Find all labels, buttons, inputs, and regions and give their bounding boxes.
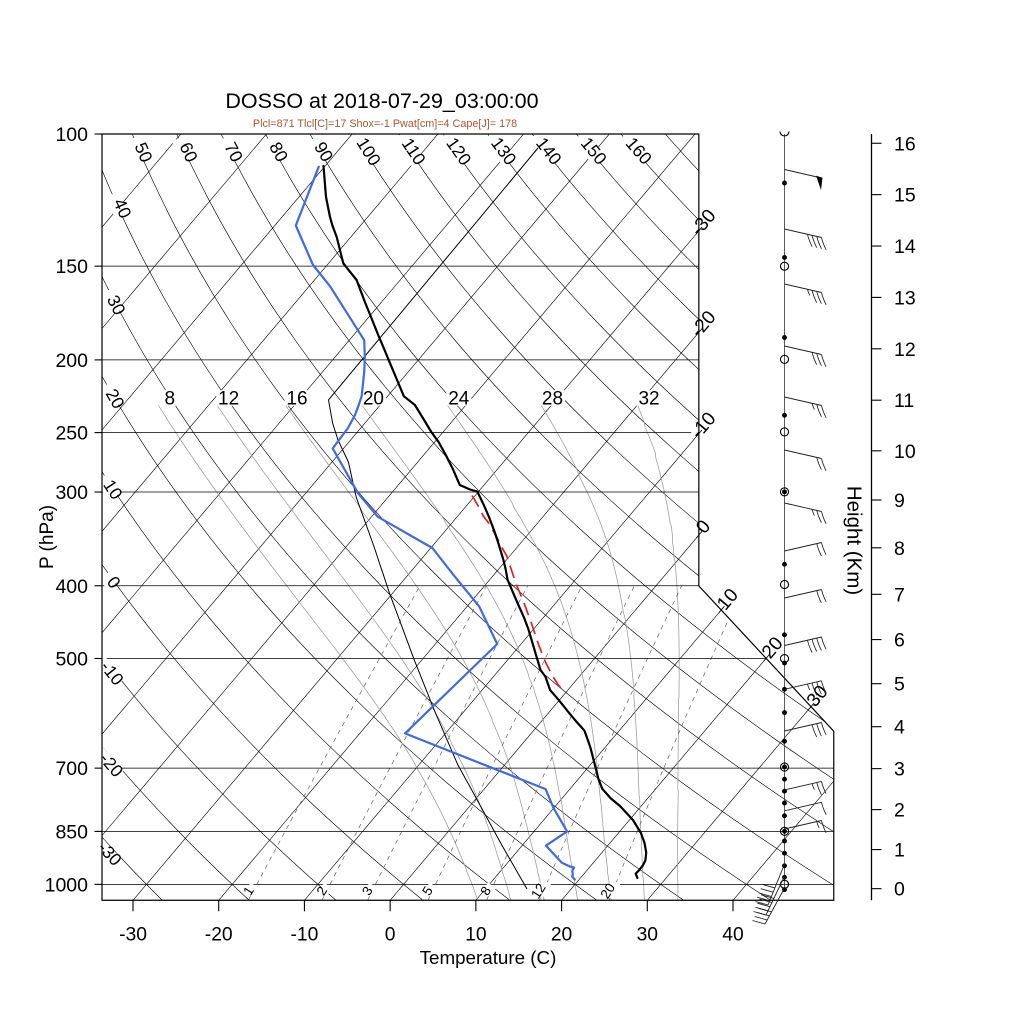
svg-text:DOSSO at 2018-07-29_03:00:00: DOSSO at 2018-07-29_03:00:00 <box>225 89 538 113</box>
svg-text:20: 20 <box>598 881 619 902</box>
svg-text:10: 10 <box>894 441 916 463</box>
svg-text:3: 3 <box>894 759 905 781</box>
svg-text:15: 15 <box>894 185 916 207</box>
svg-text:6: 6 <box>894 630 905 652</box>
svg-text:2: 2 <box>894 800 905 822</box>
svg-text:11: 11 <box>894 390 914 412</box>
svg-text:Plcl=871 Tlcl[C]=17 Shox=-1 Pw: Plcl=871 Tlcl[C]=17 Shox=-1 Pwat[cm]=4 C… <box>253 118 517 130</box>
svg-text:0: 0 <box>385 924 396 945</box>
svg-text:9: 9 <box>894 490 905 512</box>
svg-text:1000: 1000 <box>45 874 89 896</box>
svg-text:28: 28 <box>542 388 563 409</box>
svg-text:Height (Km): Height (Km) <box>843 486 866 595</box>
svg-text:-20: -20 <box>205 924 233 945</box>
svg-text:20: 20 <box>551 924 572 945</box>
svg-text:400: 400 <box>55 576 88 598</box>
svg-text:850: 850 <box>55 821 88 843</box>
svg-text:24: 24 <box>448 388 470 409</box>
svg-text:8: 8 <box>894 538 905 560</box>
svg-text:200: 200 <box>55 350 88 372</box>
svg-text:14: 14 <box>894 236 916 258</box>
svg-text:12: 12 <box>528 881 549 902</box>
svg-text:100: 100 <box>55 124 88 146</box>
svg-text:7: 7 <box>894 584 905 606</box>
svg-text:Temperature (C): Temperature (C) <box>420 947 557 968</box>
svg-text:-10: -10 <box>290 924 318 945</box>
svg-text:20: 20 <box>363 388 384 409</box>
svg-text:40: 40 <box>722 924 743 945</box>
svg-text:700: 700 <box>55 758 88 780</box>
svg-text:1: 1 <box>894 840 905 862</box>
svg-text:4: 4 <box>894 717 905 739</box>
svg-text:12: 12 <box>894 339 916 361</box>
svg-text:32: 32 <box>638 388 659 409</box>
svg-text:16: 16 <box>286 388 307 409</box>
svg-text:16: 16 <box>894 133 916 155</box>
svg-text:300: 300 <box>55 482 88 504</box>
svg-text:13: 13 <box>894 287 916 309</box>
svg-text:12: 12 <box>218 388 239 409</box>
svg-text:8: 8 <box>164 388 175 409</box>
svg-text:30: 30 <box>637 924 658 945</box>
svg-text:P (hPa): P (hPa) <box>37 505 58 569</box>
svg-text:10: 10 <box>465 924 486 945</box>
svg-text:150: 150 <box>55 256 88 278</box>
svg-text:500: 500 <box>55 649 88 671</box>
svg-text:5: 5 <box>894 674 905 696</box>
svg-text:0: 0 <box>894 879 905 901</box>
svg-text:-30: -30 <box>119 924 147 945</box>
svg-text:250: 250 <box>55 423 88 445</box>
